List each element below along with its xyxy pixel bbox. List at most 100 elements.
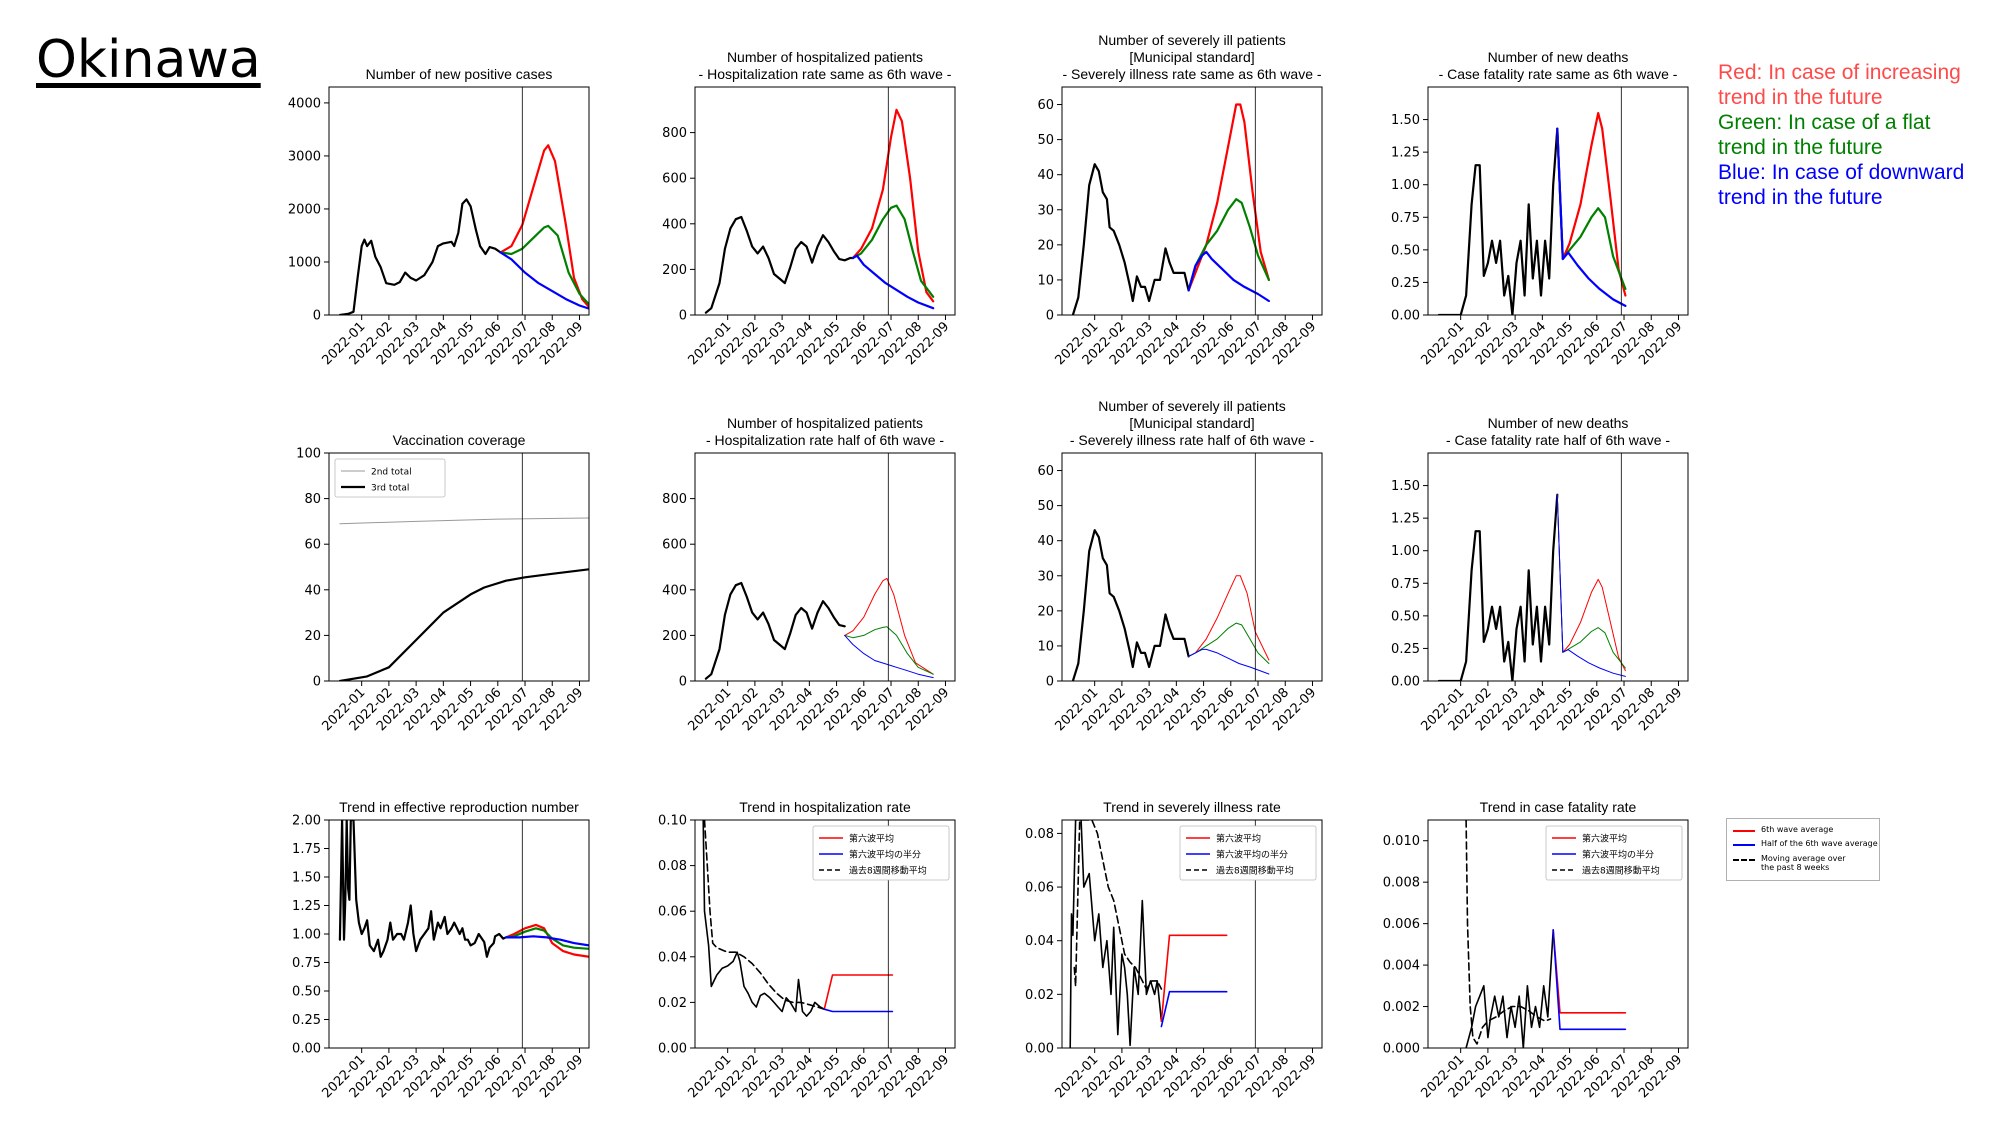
y-tick-label: 0.00 bbox=[1391, 309, 1420, 324]
series-group bbox=[1465, 820, 1627, 1048]
chart-legend-label: 第六波平均 bbox=[1216, 833, 1261, 845]
y-tick-label: 0 bbox=[1046, 675, 1054, 690]
chart-title: [Municipal standard] bbox=[1129, 415, 1254, 431]
series-line bbox=[1556, 112, 1627, 297]
series-line bbox=[1556, 494, 1626, 672]
scenario-legend-line: trend in the future bbox=[1718, 186, 1883, 209]
series-line bbox=[1187, 250, 1270, 303]
chart-title: - Case fatality rate same as 6th wave - bbox=[1439, 66, 1678, 82]
series-line bbox=[1071, 529, 1190, 681]
series-line bbox=[704, 215, 854, 314]
chart-title: Number of new positive cases bbox=[366, 66, 553, 82]
y-tick-label: 2.00 bbox=[292, 814, 321, 829]
y-tick-label: 0.08 bbox=[658, 859, 687, 874]
series-line bbox=[499, 224, 589, 306]
side-legend-label: Moving average over the past 8 weeks bbox=[1761, 854, 1846, 872]
chart-title: Number of new deaths bbox=[1488, 415, 1629, 431]
y-tick-label: 0.02 bbox=[1025, 988, 1054, 1003]
series-line bbox=[339, 517, 589, 525]
series-line bbox=[851, 204, 935, 298]
plot-frame bbox=[328, 819, 590, 1049]
y-tick-label: 0 bbox=[679, 309, 687, 324]
y-tick-label: 0.75 bbox=[292, 956, 321, 971]
y-tick-label: 200 bbox=[662, 629, 687, 644]
scenario-legend-line: Red: In case of increasing bbox=[1718, 61, 1961, 84]
series-line bbox=[1437, 493, 1559, 681]
page-title: Okinawa bbox=[36, 30, 261, 90]
y-tick-label: 0.004 bbox=[1383, 959, 1420, 974]
chart-panel: Number of new deaths- Case fatality rate… bbox=[1391, 415, 1689, 734]
series-line bbox=[1071, 163, 1190, 315]
series-group bbox=[1071, 529, 1270, 681]
series-group bbox=[338, 820, 589, 958]
series-line bbox=[499, 251, 589, 310]
plot-frame bbox=[694, 452, 956, 682]
series-line bbox=[704, 581, 846, 680]
y-tick-label: 1.75 bbox=[292, 842, 321, 857]
series-line bbox=[1069, 820, 1163, 1048]
y-tick-label: 0 bbox=[1046, 309, 1054, 324]
y-tick-label: 400 bbox=[662, 217, 687, 232]
chart-title: - Hospitalization rate half of 6th wave … bbox=[706, 432, 944, 448]
chart-legend bbox=[1179, 825, 1317, 881]
chart-title: Number of hospitalized patients bbox=[727, 415, 923, 431]
chart-panel: Number of hospitalized patients- Hospita… bbox=[662, 415, 956, 734]
side-legend-label: Half of the 6th wave average bbox=[1761, 839, 1878, 848]
y-tick-label: 0.00 bbox=[292, 1042, 321, 1057]
chart-panel: Number of severely ill patients[Municipa… bbox=[1037, 398, 1323, 734]
y-tick-label: 0.75 bbox=[1391, 211, 1420, 226]
y-tick-label: 800 bbox=[662, 492, 687, 507]
chart-panel: Number of new deaths- Case fatality rate… bbox=[1391, 49, 1689, 368]
plot-frame bbox=[328, 86, 590, 316]
y-tick-label: 0.06 bbox=[658, 905, 687, 920]
series-line bbox=[1437, 127, 1559, 315]
chart-title: Trend in hospitalization rate bbox=[739, 799, 911, 815]
chart-legend bbox=[812, 825, 950, 881]
chart-legend bbox=[1545, 825, 1683, 881]
chart-title: Number of hospitalized patients bbox=[727, 49, 923, 65]
series-line bbox=[1556, 494, 1626, 677]
chart-legend-label: 第六波平均の半分 bbox=[1216, 849, 1288, 861]
y-tick-label: 600 bbox=[662, 538, 687, 553]
series-line bbox=[844, 634, 934, 679]
series-line bbox=[504, 923, 589, 958]
series-line bbox=[338, 568, 589, 681]
chart-panel: Trend in severely illness rate 0.00 0.02 0.… bbox=[1025, 799, 1323, 1101]
y-tick-label: 1.25 bbox=[1391, 146, 1420, 161]
y-tick-label: 200 bbox=[662, 263, 687, 278]
chart-title: - Severely illness rate half of 6th wave… bbox=[1070, 432, 1315, 448]
series-line bbox=[1465, 820, 1552, 1045]
plot-frame bbox=[694, 86, 956, 316]
chart-panel: Trend in effective reproduction number 0.… bbox=[292, 799, 590, 1101]
y-tick-label: 1.50 bbox=[1391, 113, 1420, 128]
plot-frame bbox=[1427, 86, 1689, 316]
scenario-legend-line: trend in the future bbox=[1718, 136, 1883, 159]
y-tick-label: 600 bbox=[662, 172, 687, 187]
series-line bbox=[1556, 127, 1627, 307]
chart-legend-label: 第六波平均 bbox=[1582, 833, 1627, 845]
y-tick-label: 0.50 bbox=[1391, 243, 1420, 258]
y-tick-label: 1.25 bbox=[292, 899, 321, 914]
chart-legend-label: 第六波平均の半分 bbox=[1582, 849, 1654, 861]
scenario-legend-line: trend in the future bbox=[1718, 86, 1883, 109]
y-tick-label: 1.50 bbox=[292, 871, 321, 886]
chart-legend-label: 過去8週間移動平均 bbox=[1216, 865, 1294, 877]
chart-panel: Trend in case fatality rate 0.000 0.002 0.0… bbox=[1383, 799, 1689, 1101]
y-tick-label: 0.04 bbox=[658, 950, 687, 965]
chart-panel: Number of hospitalized patients- Hospita… bbox=[662, 49, 956, 368]
series-line bbox=[1556, 127, 1627, 290]
plot-frame bbox=[1061, 452, 1323, 682]
series-line bbox=[1187, 198, 1270, 292]
chart-title: Trend in case fatality rate bbox=[1480, 799, 1637, 815]
series-group bbox=[1071, 103, 1270, 315]
y-tick-label: 0 bbox=[313, 309, 321, 324]
series-line bbox=[844, 577, 934, 675]
series-line bbox=[1188, 575, 1270, 661]
series-group bbox=[1069, 820, 1228, 1048]
chart-panel: Vaccination coverage0204060801002022-012… bbox=[296, 432, 590, 734]
series-group bbox=[1437, 493, 1626, 681]
y-tick-label: 0 bbox=[679, 675, 687, 690]
series-line bbox=[1552, 929, 1627, 1014]
y-tick-label: 0.50 bbox=[1391, 609, 1420, 624]
